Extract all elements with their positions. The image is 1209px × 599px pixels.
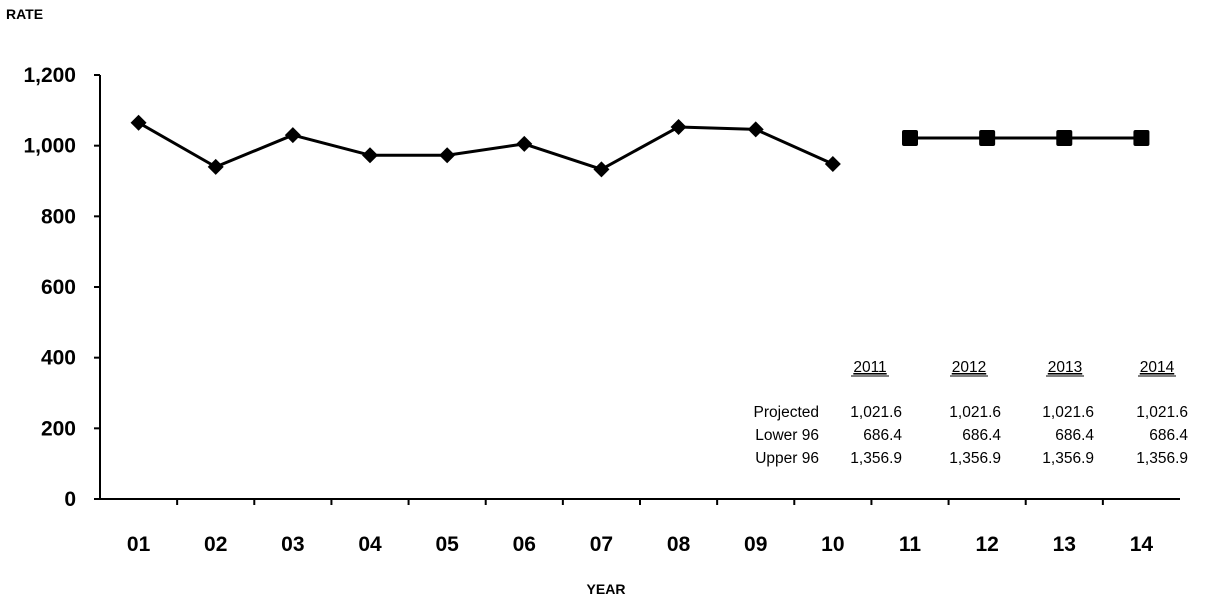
- data-point-square: [902, 130, 918, 147]
- y-tick-label: 800: [41, 205, 76, 228]
- x-tick-label: 10: [821, 533, 844, 556]
- projection-year-header: 2014: [1140, 359, 1175, 376]
- x-tick-label: 05: [435, 533, 459, 556]
- projection-value: 1,021.6: [1042, 404, 1094, 421]
- x-tick-label: 06: [513, 533, 536, 556]
- x-tick-label: 08: [667, 533, 691, 556]
- data-point-diamond: [284, 127, 301, 144]
- x-tick-label: 12: [975, 533, 998, 556]
- y-tick-label: 1,200: [23, 64, 76, 87]
- projection-year-header: 2012: [952, 359, 986, 376]
- projection-value: 1,021.6: [1136, 404, 1188, 421]
- x-axis-title: YEAR: [587, 581, 626, 597]
- projection-value: 686.4: [863, 427, 902, 444]
- x-axis-ticks: 01 02 03 04 05 06 07 08 09 10 11 12 13 14: [127, 499, 1154, 556]
- projection-year-header: 2013: [1048, 359, 1082, 376]
- data-point-diamond: [207, 158, 224, 175]
- data-point-diamond: [747, 121, 764, 138]
- data-point-diamond: [593, 161, 610, 178]
- projection-value: 686.4: [1055, 427, 1094, 444]
- projection-year-header: 2011: [853, 359, 886, 376]
- data-point-diamond: [362, 147, 378, 164]
- data-point-square: [1056, 130, 1073, 147]
- series-line-1: [137, 121, 834, 171]
- projection-table: 2011 2012 2013 2014 Projected 1,021.6 1,021.6 1…: [754, 359, 1189, 467]
- data-point-square: [1133, 130, 1150, 147]
- projection-value: 1,356.9: [1042, 450, 1094, 467]
- y-tick-label: 1,000: [23, 135, 76, 158]
- data-point-diamond: [439, 147, 456, 164]
- x-tick-label: 09: [744, 533, 767, 556]
- projection-value: 1,356.9: [949, 450, 1001, 467]
- x-tick-label: 13: [1053, 533, 1076, 556]
- x-tick-label: 03: [281, 533, 304, 556]
- projection-value: 686.4: [1149, 427, 1188, 444]
- projection-value: 1,356.9: [1136, 450, 1188, 467]
- y-axis-title: RATE: [6, 6, 43, 22]
- data-point-diamond: [824, 156, 841, 173]
- projection-value: 1,356.9: [850, 450, 902, 467]
- data-point-diamond: [516, 135, 533, 152]
- x-tick-label: 04: [358, 533, 382, 556]
- projection-row-label: Lower 96: [755, 427, 819, 444]
- y-tick-label: 400: [41, 347, 76, 370]
- y-axis-ticks: 0 200 400 600 800 1,000 1,200: [23, 64, 100, 511]
- projection-row-label: Projected: [754, 404, 819, 421]
- y-tick-label: 200: [41, 417, 76, 440]
- projection-value: 1,021.6: [850, 404, 902, 421]
- x-tick-label: 02: [204, 533, 227, 556]
- data-point-diamond: [130, 114, 147, 131]
- projection-value: 686.4: [962, 427, 1001, 444]
- series-layer: [130, 114, 1150, 178]
- projection-value: 1,021.6: [949, 404, 1001, 421]
- x-tick-label: 07: [590, 533, 613, 556]
- data-point-diamond: [670, 118, 687, 135]
- x-tick-label: 14: [1130, 533, 1154, 556]
- projection-row-label: Upper 96: [755, 450, 819, 467]
- data-point-square: [979, 130, 996, 147]
- y-tick-label: 0: [64, 488, 76, 511]
- y-tick-label: 600: [41, 276, 76, 299]
- x-tick-label: 11: [899, 533, 922, 556]
- x-tick-label: 01: [127, 533, 151, 556]
